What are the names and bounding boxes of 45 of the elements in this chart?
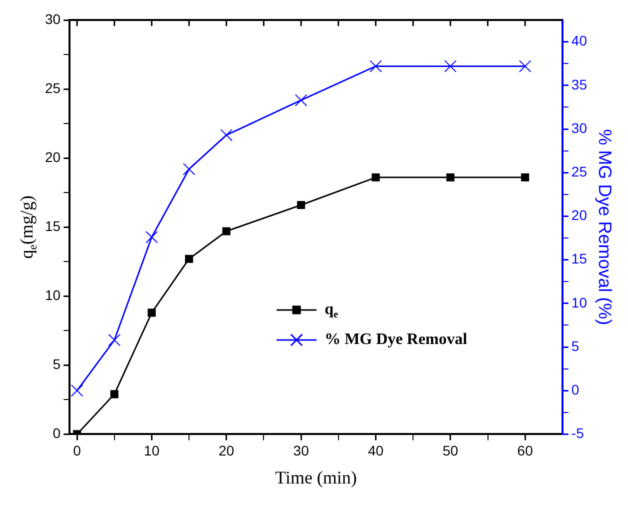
point <box>444 60 457 72</box>
point <box>108 334 121 346</box>
point <box>148 308 156 317</box>
point <box>182 162 196 176</box>
y2-tick-label: 10 <box>571 294 588 310</box>
point <box>220 128 233 142</box>
y2-tick-label: 25 <box>571 163 588 180</box>
y-tick-label: 30 <box>44 10 61 27</box>
x-tick-label: 50 <box>442 442 458 458</box>
y-tick-label: 15 <box>44 218 61 234</box>
x-axis-title: Time (min) <box>275 468 357 488</box>
point <box>110 390 118 398</box>
point <box>146 230 158 244</box>
point <box>185 254 194 263</box>
y-tick-label: 0 <box>52 425 61 442</box>
y2-tick-label: 30 <box>571 120 588 136</box>
point <box>521 173 530 182</box>
point <box>294 94 308 106</box>
y-axis-title: qe(mg/g) <box>16 196 40 259</box>
point <box>446 173 454 182</box>
point <box>297 200 306 210</box>
y2-tick-label: 40 <box>571 32 588 49</box>
x-tick-label: 30 <box>293 442 310 458</box>
y2-tick-label: 35 <box>571 76 588 92</box>
y-tick-label: 10 <box>44 286 61 303</box>
point <box>370 60 382 72</box>
point <box>222 227 230 236</box>
point <box>518 60 532 72</box>
point <box>372 173 380 182</box>
y2-tick-label: -5 <box>571 425 584 442</box>
x-tick-label: 10 <box>144 442 160 458</box>
x-tick-label: 60 <box>517 442 534 458</box>
y2-axis-title: % MG Dye Removal (%) <box>595 129 616 326</box>
x-tick-label: 20 <box>218 442 234 458</box>
y-tick-label: 20 <box>44 148 61 165</box>
y-tick-label: 25 <box>44 80 61 96</box>
x-tick-label: 0 <box>73 442 82 458</box>
y2-tick-label: 0 <box>571 381 580 398</box>
y2-tick-label: 20 <box>571 207 588 224</box>
x-tick-label: 40 <box>368 442 384 458</box>
y-tick-label: 5 <box>52 356 61 372</box>
point <box>70 384 84 397</box>
y2-tick-label: 5 <box>571 338 580 354</box>
legend-label: % MG Dye Removal <box>324 331 468 348</box>
y2-tick-label: 15 <box>571 250 588 267</box>
